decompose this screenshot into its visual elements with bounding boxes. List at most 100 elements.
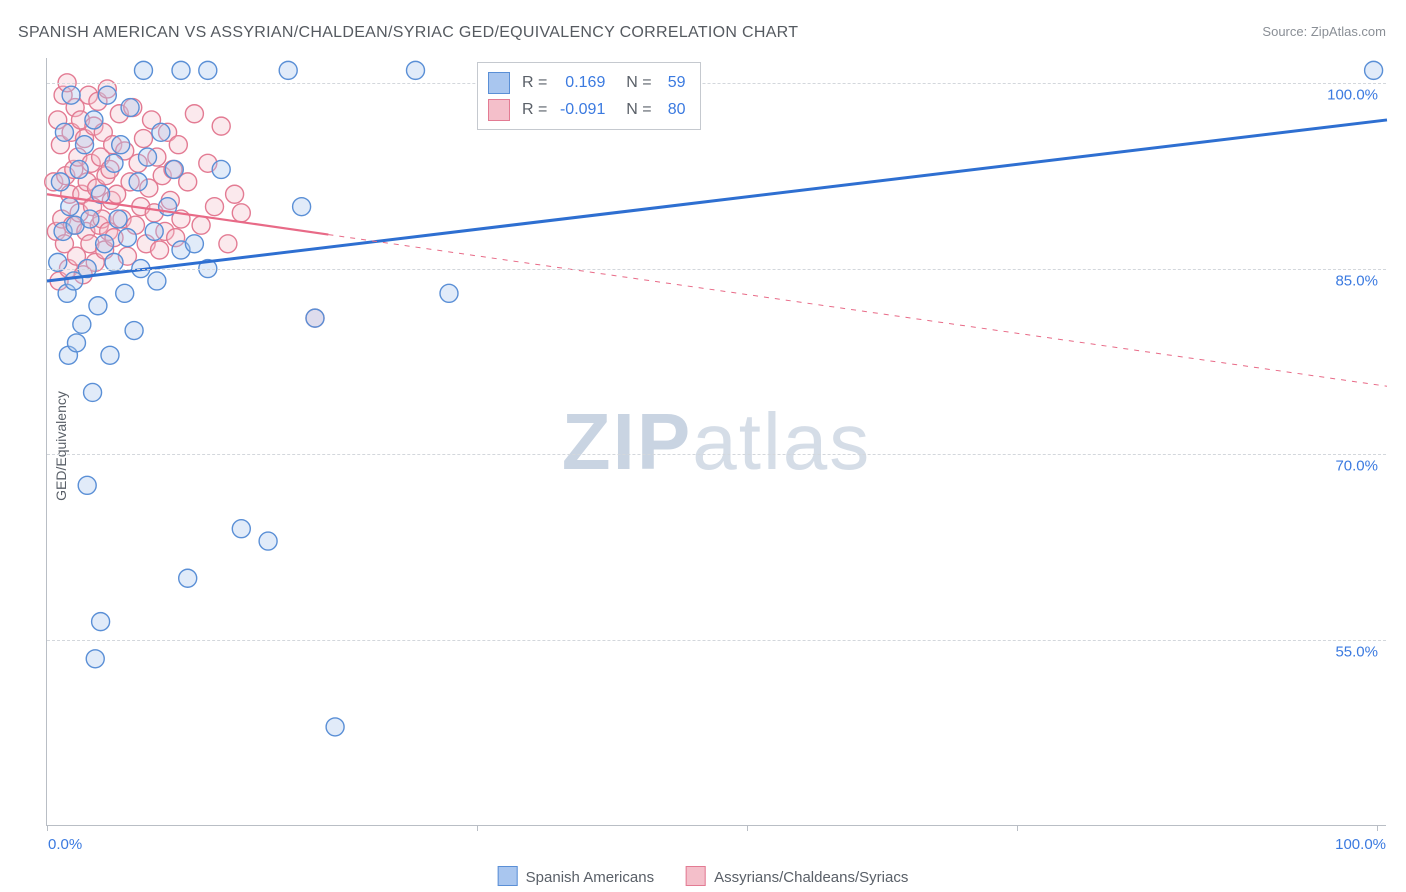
gridline-h — [47, 454, 1386, 455]
legend-label-0: Spanish Americans — [526, 869, 654, 886]
stat-r-label: R = — [522, 96, 547, 123]
stats-swatch — [488, 72, 510, 94]
data-point — [148, 272, 166, 290]
data-point — [109, 210, 127, 228]
data-point — [84, 383, 102, 401]
data-point — [78, 476, 96, 494]
data-point — [129, 173, 147, 191]
stat-n-label: N = — [626, 96, 651, 123]
stats-swatch — [488, 99, 510, 121]
data-point — [92, 613, 110, 631]
stat-n-value: 59 — [658, 69, 686, 96]
source-name: ZipAtlas.com — [1311, 24, 1386, 39]
data-point — [112, 136, 130, 154]
data-point — [219, 235, 237, 253]
data-point — [67, 334, 85, 352]
data-point — [55, 123, 73, 141]
data-point — [206, 198, 224, 216]
x-tick — [47, 825, 48, 831]
data-point — [139, 148, 157, 166]
gridline-h — [47, 640, 1386, 641]
regression-line — [47, 120, 1387, 281]
y-tick-label: 70.0% — [1335, 458, 1378, 475]
data-point — [179, 569, 197, 587]
data-point — [293, 198, 311, 216]
data-point — [172, 61, 190, 79]
legend-label-1: Assyrians/Chaldeans/Syriacs — [714, 869, 908, 886]
x-tick — [747, 825, 748, 831]
data-point — [151, 241, 169, 259]
data-point — [81, 210, 99, 228]
legend-item-0: Spanish Americans — [498, 866, 654, 886]
data-point — [212, 160, 230, 178]
stat-r-label: R = — [522, 69, 547, 96]
legend-item-1: Assyrians/Chaldeans/Syriacs — [686, 866, 908, 886]
chart-title: SPANISH AMERICAN VS ASSYRIAN/CHALDEAN/SY… — [18, 24, 798, 42]
data-point — [152, 123, 170, 141]
stat-r-value: 0.169 — [553, 69, 605, 96]
data-point — [212, 117, 230, 135]
y-tick-label: 85.0% — [1335, 272, 1378, 289]
stats-box: R = 0.169 N = 59R = -0.091 N = 80 — [477, 62, 701, 130]
data-point — [192, 216, 210, 234]
source-attribution: Source: ZipAtlas.com — [1262, 24, 1386, 39]
data-point — [121, 99, 139, 117]
data-point — [306, 309, 324, 327]
data-point — [73, 315, 91, 333]
data-point — [70, 160, 88, 178]
data-point — [145, 222, 163, 240]
data-point — [259, 532, 277, 550]
stats-row: R = -0.091 N = 80 — [488, 96, 686, 123]
data-point — [185, 105, 203, 123]
data-point — [76, 136, 94, 154]
data-point — [226, 185, 244, 203]
data-point — [85, 111, 103, 129]
data-point — [101, 346, 119, 364]
data-point — [105, 154, 123, 172]
regression-line — [328, 235, 1387, 387]
stat-n-value: 80 — [658, 96, 686, 123]
legend-bottom: Spanish Americans Assyrians/Chaldeans/Sy… — [498, 866, 909, 886]
data-point — [440, 284, 458, 302]
data-point — [279, 61, 297, 79]
data-point — [407, 61, 425, 79]
data-point — [199, 61, 217, 79]
x-tick — [1377, 825, 1378, 831]
data-point — [98, 86, 116, 104]
data-point — [96, 235, 114, 253]
data-point — [165, 160, 183, 178]
plot-area: ZIPatlas 100.0%85.0%70.0%55.0%R = 0.169 … — [46, 58, 1386, 826]
data-point — [118, 229, 136, 247]
data-point — [62, 86, 80, 104]
stat-n-label: N = — [626, 69, 651, 96]
plot-svg — [47, 58, 1386, 825]
data-point — [232, 204, 250, 222]
data-point — [326, 718, 344, 736]
gridline-h — [47, 269, 1386, 270]
x-tick-label-right: 100.0% — [1335, 836, 1386, 853]
data-point — [185, 235, 203, 253]
data-point — [232, 520, 250, 538]
data-point — [1365, 61, 1383, 79]
chart-container: SPANISH AMERICAN VS ASSYRIAN/CHALDEAN/SY… — [0, 0, 1406, 892]
stats-row: R = 0.169 N = 59 — [488, 69, 686, 96]
data-point — [51, 173, 69, 191]
gridline-h — [47, 83, 1386, 84]
data-point — [116, 284, 134, 302]
legend-swatch-0 — [498, 866, 518, 886]
source-label: Source: — [1262, 24, 1307, 39]
stat-r-value: -0.091 — [553, 96, 605, 123]
data-point — [169, 136, 187, 154]
data-point — [125, 322, 143, 340]
x-tick-label-left: 0.0% — [48, 836, 82, 853]
x-tick — [1017, 825, 1018, 831]
y-tick-label: 100.0% — [1327, 86, 1378, 103]
data-point — [61, 198, 79, 216]
legend-swatch-1 — [686, 866, 706, 886]
data-point — [89, 297, 107, 315]
data-point — [86, 650, 104, 668]
y-tick-label: 55.0% — [1335, 644, 1378, 661]
data-point — [134, 61, 152, 79]
x-tick — [477, 825, 478, 831]
data-point — [134, 130, 152, 148]
